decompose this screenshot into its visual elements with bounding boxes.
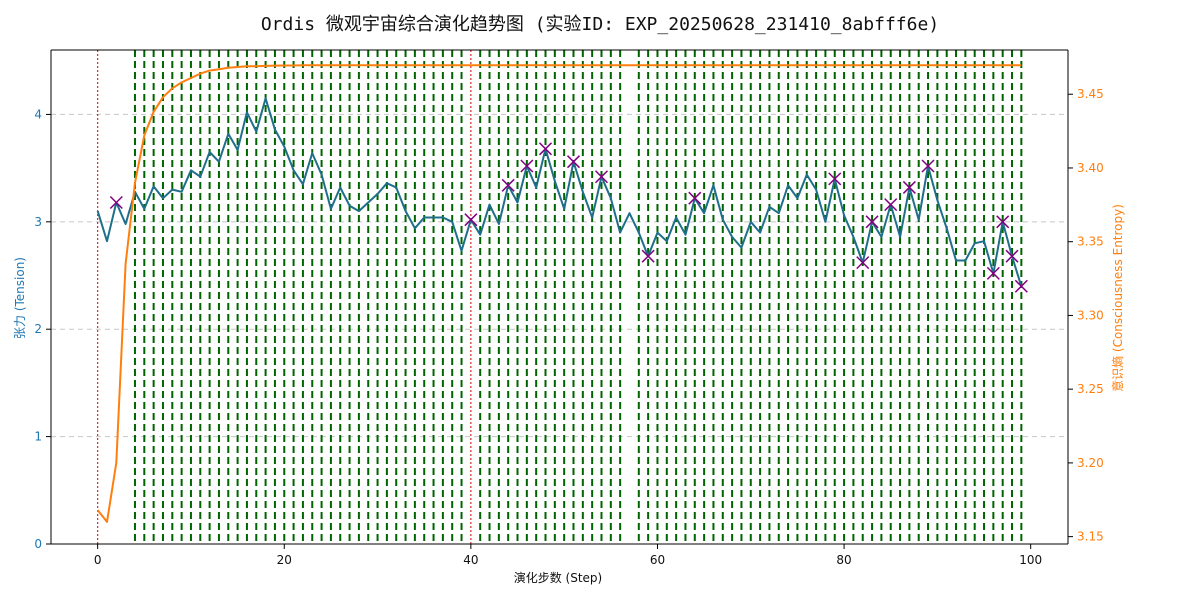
x-marker [566,155,581,169]
x-marker-stroke [884,198,898,212]
x-marker [828,172,842,186]
x-marker [501,178,515,192]
y-right-tick-label: 3.35 [1077,235,1104,249]
x-tick-label: 100 [1019,553,1042,567]
x-marker [856,256,870,270]
axes-layer: 0 20 40 60 80 100 0 1 2 3 4 3.15 3.20 3.25 3.30 3.35 3.4… [34,49,1104,567]
chart-title: Ordis 微观宇宙综合演化趋势图 (实验ID: EXP_20250628_23… [261,14,939,35]
y-left-tick-label: 3 [34,215,42,229]
x-marker [594,170,609,184]
x-marker [109,195,123,210]
y-right-tick-label: 3.15 [1077,530,1104,544]
x-marker-stroke [566,155,581,169]
x-marker-stroke [856,256,870,270]
series-layer [96,64,1023,523]
y-right-tick-label: 3.30 [1077,308,1104,322]
y-axis-left-label: 张力 (Tension) [13,257,27,339]
y-right-tick-label: 3.40 [1077,161,1104,175]
y-right-tick-label: 3.45 [1077,87,1104,101]
tension-series-line [96,97,1023,287]
x-marker [996,215,1010,229]
x-marker-stroke [828,172,842,186]
x-tick-label: 20 [277,553,292,567]
x-tick-label: 80 [836,553,851,567]
y-right-tick-label: 3.25 [1077,382,1104,396]
x-tick-label: 60 [650,553,665,567]
x-marker [641,249,655,263]
x-marker-stroke [501,178,515,192]
x-marker [538,142,553,156]
x-axis-label: 演化步数 (Step) [514,570,603,585]
x-marker-stroke [996,215,1010,229]
x-marker [1014,279,1028,293]
x-marker-stroke [986,266,1000,280]
x-marker [921,159,935,173]
x-marker [688,191,702,205]
grid-layer [51,113,1068,438]
x-marker [902,180,916,194]
x-marker [464,213,478,227]
x-marker-stroke [594,170,609,184]
x-marker-stroke [688,191,702,205]
x-marker-stroke [865,215,879,229]
y-left-tick-label: 1 [34,430,42,444]
x-marker [986,266,1000,280]
x-marker [520,159,534,173]
entropy-series-line [96,64,1022,523]
x-marker-stroke [538,142,553,156]
x-tick-label: 40 [463,553,478,567]
y-left-tick-label: 2 [34,322,42,336]
x-marker [1005,249,1019,263]
x-marker-stroke [921,159,935,173]
x-tick-label: 0 [94,553,102,567]
x-marker-stroke [1005,249,1019,263]
y-right-tick-label: 3.20 [1077,456,1104,470]
y-axis-right-label: 意识熵 (Consciousness Entropy) [1110,204,1125,392]
x-marker-stroke [1014,279,1028,293]
marker-layer [109,142,1028,293]
vertical-event-lines [97,50,1023,544]
x-marker-stroke [520,159,534,173]
y-left-tick-label: 4 [34,107,42,121]
x-marker-stroke [902,180,916,194]
y-left-tick-label: 0 [34,537,42,551]
x-marker-stroke [109,195,123,210]
x-marker [884,198,898,212]
x-marker-stroke [464,213,478,227]
x-marker-stroke [641,249,655,263]
x-marker [865,215,879,229]
